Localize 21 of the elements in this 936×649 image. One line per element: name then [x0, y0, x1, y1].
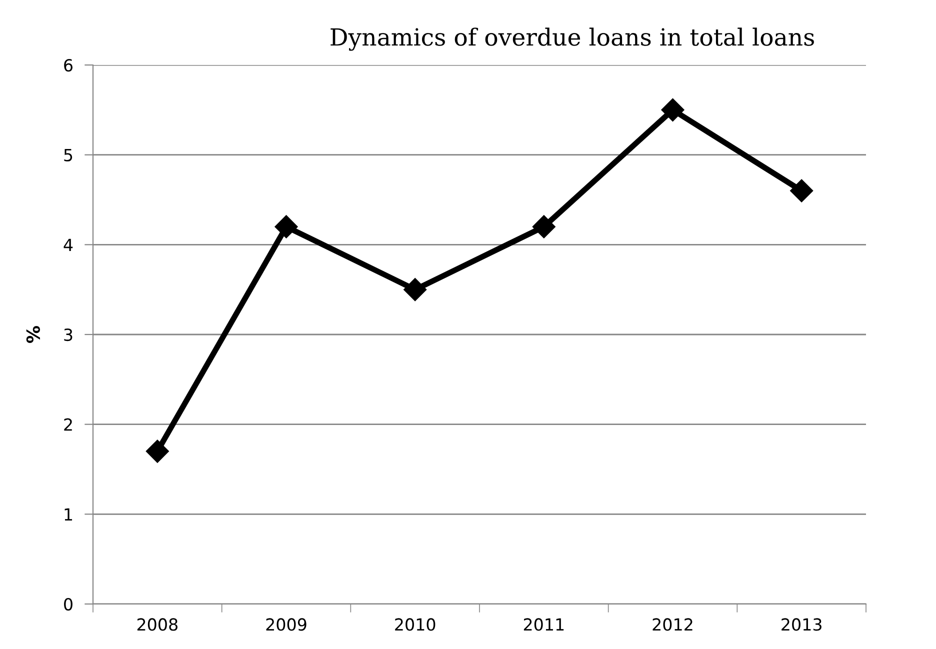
x-tick-label: 2009	[266, 618, 306, 631]
point	[404, 278, 427, 302]
point	[532, 215, 556, 238]
y-tick-label: 1	[64, 508, 72, 520]
x-tick-label: 2012	[652, 618, 692, 631]
x-tick-label: 2011	[524, 618, 564, 631]
point	[661, 98, 684, 122]
y-tick-label: 4	[64, 238, 73, 251]
point	[274, 215, 298, 238]
chart-title: Dynamics of overdue loans in total loans	[330, 28, 814, 51]
y-axis-title: %	[26, 326, 40, 343]
y-tick-label: 5	[64, 149, 72, 162]
y-tick-label: 6	[64, 58, 73, 72]
point	[146, 440, 169, 463]
y-tick-label: 3	[64, 328, 72, 342]
x-tick-label: 2013	[782, 618, 822, 631]
point	[790, 179, 814, 202]
x-tick-label: 2008	[137, 618, 178, 631]
x-tick-label: 2010	[395, 618, 436, 631]
y-tick-label: 0	[64, 598, 72, 611]
y-tick-label: 2	[64, 418, 72, 431]
